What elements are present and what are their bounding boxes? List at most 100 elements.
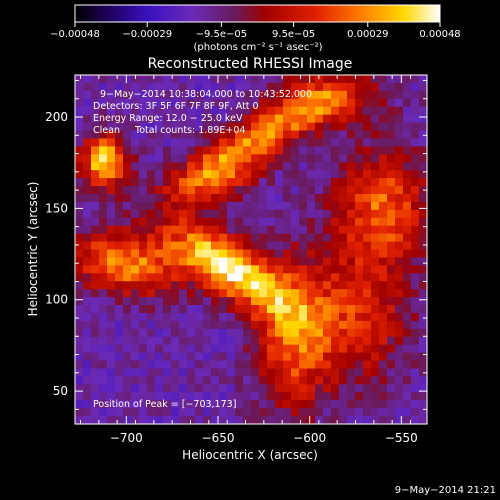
heatmap-cell <box>227 368 236 378</box>
heatmap-cell <box>291 376 300 385</box>
heatmap-cell <box>203 281 212 290</box>
heatmap-cell <box>227 106 236 116</box>
heatmap-cell <box>411 352 420 362</box>
heatmap-cell <box>195 162 204 171</box>
heatmap-cell <box>75 352 84 362</box>
heatmap-cell <box>163 368 172 378</box>
heatmap-cell <box>411 265 420 274</box>
y-axis-label: Heliocentric Y (arcsec) <box>26 182 40 317</box>
heatmap-cell <box>411 122 420 132</box>
heatmap-cell <box>307 400 316 409</box>
heatmap-cell <box>83 225 92 235</box>
heatmap-cell <box>371 154 380 163</box>
heatmap-cell <box>243 193 252 203</box>
heatmap-cell <box>147 257 156 266</box>
heatmap-cell <box>195 328 204 338</box>
heatmap-cell <box>219 201 228 211</box>
heatmap-cell <box>307 344 316 354</box>
heatmap-cell <box>91 384 100 393</box>
heatmap-cell <box>131 217 140 227</box>
heatmap-cell <box>203 233 212 243</box>
heatmap-cell <box>91 193 100 203</box>
heatmap-cell <box>331 344 340 354</box>
heatmap-cell <box>187 416 196 425</box>
heatmap-cell <box>227 249 236 259</box>
heatmap-cell <box>131 193 140 203</box>
heatmap-cell <box>139 75 148 84</box>
heatmap-cell <box>211 328 220 338</box>
heatmap-cell <box>355 114 364 124</box>
heatmap-cell <box>299 328 308 338</box>
heatmap-cell <box>387 114 396 124</box>
heatmap-cell <box>267 249 276 259</box>
heatmap-cell <box>211 122 220 132</box>
heatmap-cell <box>283 75 292 84</box>
heatmap-cell <box>275 265 284 274</box>
heatmap-cell <box>371 82 380 92</box>
heatmap-cell <box>147 170 156 179</box>
heatmap-cell <box>155 209 164 219</box>
heatmap-cell <box>115 384 124 393</box>
heatmap-cell <box>395 98 404 108</box>
heatmap-cell <box>259 352 268 362</box>
heatmap-cell <box>403 273 412 282</box>
heatmap-cell <box>411 82 420 92</box>
heatmap-cell <box>147 328 156 338</box>
heatmap-cell <box>379 193 388 203</box>
heatmap-cell <box>139 320 148 330</box>
heatmap-cell <box>131 336 140 346</box>
heatmap-cell <box>339 336 348 346</box>
heatmap-cell <box>339 416 348 425</box>
heatmap-cell <box>371 336 380 346</box>
heatmap-cell <box>387 376 396 385</box>
heatmap-cell <box>323 186 332 195</box>
heatmap-cell <box>171 162 180 171</box>
heatmap-cell <box>403 289 412 298</box>
heatmap-cell <box>315 320 324 330</box>
heatmap-cell <box>195 416 204 425</box>
heatmap-cell <box>211 336 220 346</box>
heatmap-cell <box>99 328 108 338</box>
heatmap-cell <box>291 368 300 378</box>
heatmap-cell <box>195 209 204 219</box>
heatmap-cell <box>379 328 388 338</box>
heatmap-cell <box>395 384 404 393</box>
heatmap-cell <box>251 225 260 235</box>
heatmap-cell <box>211 249 220 259</box>
heatmap-cell <box>227 209 236 219</box>
heatmap-cell <box>163 138 172 147</box>
heatmap-cell <box>179 265 188 274</box>
heatmap-cell <box>99 217 108 227</box>
heatmap-cell <box>171 320 180 330</box>
heatmap-cell <box>355 75 364 84</box>
heatmap-cell <box>131 320 140 330</box>
heatmap-cell <box>115 75 124 84</box>
heatmap-cell <box>235 186 244 195</box>
heatmap-cell <box>227 162 236 171</box>
heatmap-cell <box>107 193 116 203</box>
heatmap-cell <box>347 225 356 235</box>
heatmap-cell <box>179 75 188 84</box>
heatmap-cell <box>211 233 220 243</box>
heatmap-cell <box>163 98 172 108</box>
heatmap-cell <box>403 178 412 187</box>
heatmap-cell <box>315 328 324 338</box>
heatmap-cell <box>211 162 220 171</box>
heatmap-cell <box>219 106 228 116</box>
heatmap-cell <box>235 273 244 282</box>
heatmap-cell <box>131 138 140 147</box>
heatmap-cell <box>75 209 84 219</box>
heatmap-cell <box>339 170 348 179</box>
heatmap-cell <box>115 312 124 322</box>
heatmap-cell <box>315 257 324 266</box>
heatmap-cell <box>371 201 380 211</box>
heatmap-cell <box>387 217 396 227</box>
heatmap-cell <box>131 328 140 338</box>
heatmap-cell <box>387 320 396 330</box>
heatmap-cell <box>323 217 332 227</box>
heatmap-cell <box>363 360 372 370</box>
heatmap-cell <box>139 249 148 259</box>
heatmap-cell <box>403 130 412 140</box>
heatmap-cell <box>91 305 100 314</box>
heatmap-cell <box>163 122 172 132</box>
